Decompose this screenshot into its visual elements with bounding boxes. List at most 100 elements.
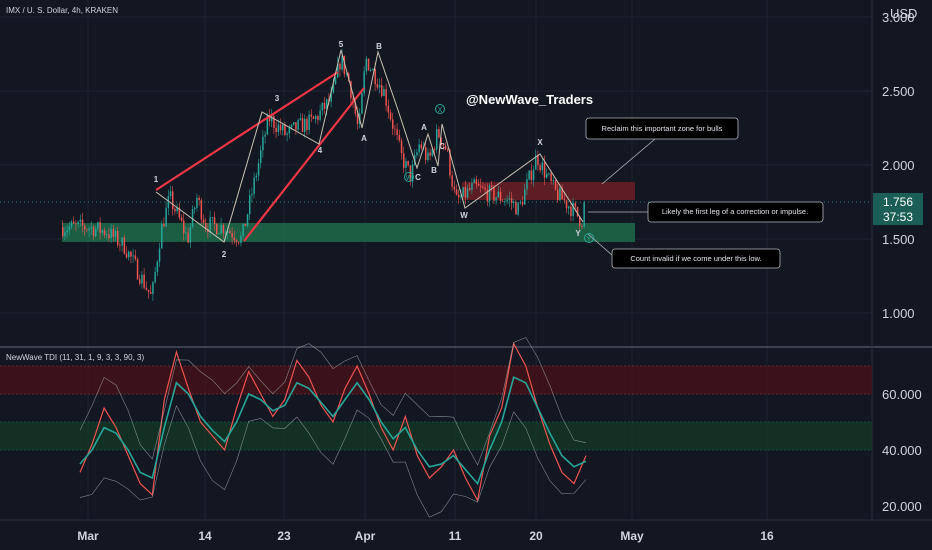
candle-body <box>211 217 214 218</box>
candle-body <box>510 198 513 203</box>
candle-body <box>502 200 504 202</box>
candle-body <box>242 223 244 236</box>
candle-body <box>548 173 550 175</box>
candle-body <box>290 124 293 128</box>
candle-body <box>251 193 253 196</box>
candle-body <box>77 221 79 224</box>
candle-body <box>218 233 220 235</box>
candle-body <box>579 216 581 226</box>
candle-body <box>532 169 535 181</box>
candle-body <box>396 129 398 135</box>
candle-body <box>480 185 482 187</box>
candle-body <box>304 118 306 133</box>
candle-body <box>444 145 447 150</box>
candle-body <box>282 124 284 131</box>
chart-title: IMX / U. S. Dollar, 4h, KRAKEN <box>6 6 118 15</box>
trendlines <box>155 71 365 242</box>
candle-body <box>79 219 82 222</box>
candle-body <box>343 55 346 74</box>
candle-body <box>543 162 546 178</box>
candle-body <box>330 92 332 102</box>
candle-body <box>152 282 154 294</box>
candle-body <box>398 134 401 141</box>
candle-body <box>163 224 165 227</box>
wave-label: 2 <box>222 250 227 259</box>
candle-body <box>209 217 211 233</box>
candle-body <box>92 226 95 237</box>
annotation-box-first-leg <box>647 201 824 223</box>
annotation-invalid: Count invalid if we come under this low. <box>630 254 761 263</box>
candle-body <box>508 198 511 200</box>
candle-body <box>279 124 282 131</box>
price-tick: 2.000 <box>882 158 915 173</box>
candle-body <box>158 248 161 262</box>
candle-body <box>572 203 574 217</box>
candle-body <box>484 187 486 190</box>
candle-body <box>420 144 423 149</box>
candle-body <box>99 222 101 233</box>
candle-body <box>528 170 530 180</box>
candle-body <box>321 102 324 111</box>
candle-body <box>147 289 150 293</box>
wave-label: A <box>421 123 427 132</box>
candle-body <box>486 189 489 202</box>
tdi-panel: NewWave TDI (11, 31, 1, 9, 3, 3, 90, 3) <box>0 337 872 518</box>
candles <box>62 48 585 301</box>
candle-body <box>392 119 394 129</box>
date-tick: 14 <box>198 529 212 543</box>
candle-body <box>559 187 561 201</box>
candle-body <box>363 71 365 94</box>
candle-body <box>220 224 222 234</box>
trendline-lower <box>155 71 339 191</box>
candle-body <box>440 137 442 146</box>
candle-body <box>438 129 440 138</box>
candle-body <box>530 170 533 181</box>
wave-label: 5 <box>339 40 344 49</box>
candle-body <box>458 194 460 198</box>
wave-count-line <box>155 49 584 243</box>
candle-body <box>205 222 207 229</box>
annotation-reclaim: Reclaim this important zone for bulls <box>602 124 723 133</box>
candle-body <box>123 237 126 254</box>
price-tick: 1.500 <box>882 232 915 247</box>
candle-body <box>233 237 236 241</box>
candle-body <box>506 199 508 202</box>
tdi-tick: 40.000 <box>882 443 922 458</box>
candle-body <box>317 116 319 120</box>
tdi-title: NewWave TDI (11, 31, 1, 9, 3, 3, 90, 3) <box>6 353 144 362</box>
candle-body <box>464 187 467 198</box>
candle-body <box>447 149 449 151</box>
candle-body <box>561 187 563 200</box>
candle-body <box>297 119 299 130</box>
candle-body <box>473 179 475 184</box>
candle-body <box>356 113 359 124</box>
candle-body <box>187 232 189 243</box>
candle-body <box>515 201 517 215</box>
candle-body <box>552 180 555 182</box>
candle-body <box>475 179 478 185</box>
candle-body <box>541 162 544 171</box>
candle-body <box>103 230 106 235</box>
candle-body <box>213 217 216 224</box>
annotation-box-reclaim <box>585 117 739 140</box>
candle-body <box>350 81 352 99</box>
trendline-upper <box>243 87 365 242</box>
candle-body <box>73 221 75 224</box>
candle-body <box>125 253 128 258</box>
candle-body <box>453 186 456 190</box>
candle-body <box>341 55 343 70</box>
candle-body <box>436 129 438 150</box>
candle-body <box>119 245 121 246</box>
candle-body <box>257 163 260 176</box>
candle-body <box>178 207 181 218</box>
candle-body <box>176 207 178 212</box>
candle-body <box>141 274 143 284</box>
candle-body <box>240 235 242 243</box>
candle-body <box>295 122 297 130</box>
candle-body <box>312 116 315 119</box>
candle-body <box>378 85 381 88</box>
candle-body <box>394 128 396 130</box>
candle-body <box>235 240 238 243</box>
